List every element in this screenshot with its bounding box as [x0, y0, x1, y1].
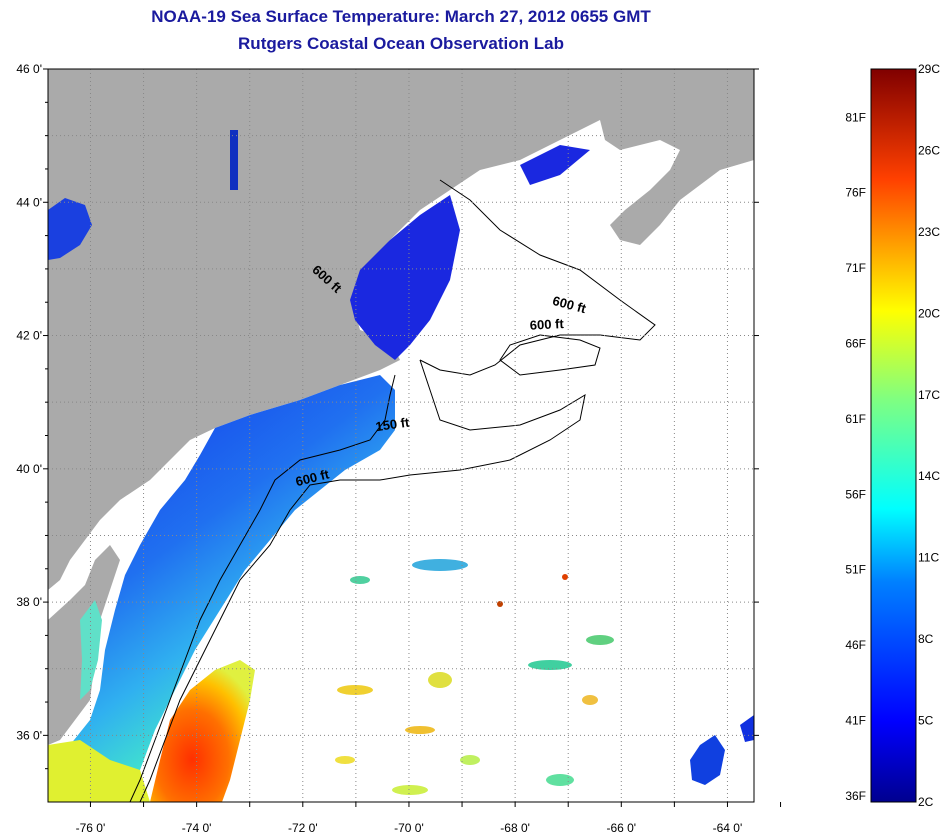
axis-ticks: 46 0' 44 0' 42 0' 40 0' 38 0' 36 0' -76 0' -74 …: [16, 62, 782, 835]
colorbar-fahrenheit-label: 56F: [845, 487, 866, 501]
cold-patch-east: [740, 715, 754, 742]
lake-ontario: [48, 198, 92, 260]
offshore-warm-patches: [335, 559, 614, 795]
lon-tick-label: -68 0': [500, 821, 530, 835]
map-subtitle: Rutgers Coastal Ocean Observation Lab: [238, 34, 564, 53]
colorbar-celsius-label: 11C: [918, 551, 939, 565]
lat-tick-label: 42 0': [16, 329, 42, 343]
gulf-stream-water: [150, 660, 255, 802]
map-title: NOAA-19 Sea Surface Temperature: March 2…: [151, 7, 651, 26]
colorbar-celsius-label: 8C: [918, 632, 934, 646]
lat-tick-label: 46 0': [16, 62, 42, 76]
land-nova-scotia: [600, 69, 754, 245]
lon-tick-label: -66 0': [606, 821, 636, 835]
southern-coastal-water: [48, 740, 150, 802]
colorbar-celsius-label: 2C: [918, 795, 934, 809]
lon-tick-label: -64 0': [713, 821, 743, 835]
colorbar-celsius-label: 14C: [918, 469, 940, 483]
colorbar-fahrenheit-label: 66F: [845, 336, 866, 350]
lat-tick-label: 36 0': [16, 728, 42, 742]
colorbar-celsius-label: 17C: [918, 388, 940, 402]
colorbar-celsius-label: 20C: [918, 306, 940, 320]
colorbar-celsius-label: 23C: [918, 225, 940, 239]
lon-tick-label: -70 0': [394, 821, 424, 835]
chesapeake-water: [80, 600, 102, 700]
bay-of-fundy-water: [520, 145, 590, 185]
colorbar-labels: 29C 26C 23C 20C 17C 14C 11C 8C 5C 2C 81F 76F 71F 66F 6…: [845, 62, 940, 809]
lat-tick-label: 40 0': [16, 462, 42, 476]
colorbar-fahrenheit-label: 51F: [845, 563, 866, 577]
colorbar-gradient: [870, 68, 917, 803]
shelf-water: [48, 375, 395, 802]
lat-tick-label: 44 0': [16, 195, 42, 209]
lake-champlain: [230, 130, 238, 190]
colorbar: 29C 26C 23C 20C 17C 14C 11C 8C 5C 2C 81F 76F 71F 66F 6…: [845, 62, 940, 809]
colorbar-celsius-label: 5C: [918, 714, 934, 728]
colorbar-fahrenheit-label: 81F: [845, 110, 866, 124]
colorbar-fahrenheit-label: 71F: [845, 261, 866, 275]
colorbar-fahrenheit-label: 61F: [845, 412, 866, 426]
colorbar-fahrenheit-label: 76F: [845, 186, 866, 200]
cold-patch-southeast: [690, 735, 725, 785]
colorbar-celsius-label: 29C: [918, 62, 940, 76]
colorbar-fahrenheit-label: 36F: [845, 789, 866, 803]
contour-label: 600 ft: [529, 316, 564, 333]
contour-label: 150 ft: [375, 414, 411, 434]
gulf-of-maine-water: [350, 195, 460, 360]
lon-tick-label: -76 0': [76, 821, 106, 835]
colorbar-fahrenheit-label: 46F: [845, 638, 866, 652]
colorbar-celsius-label: 26C: [918, 143, 940, 157]
lon-tick-label: -72 0': [288, 821, 318, 835]
lat-lon-grid: [48, 69, 754, 802]
lon-tick-label: -74 0': [182, 821, 212, 835]
land-mainland: [48, 69, 600, 590]
bathymetry-contours: [129, 179, 656, 802]
colorbar-fahrenheit-label: 41F: [845, 714, 866, 728]
lat-tick-label: 38 0': [16, 595, 42, 609]
